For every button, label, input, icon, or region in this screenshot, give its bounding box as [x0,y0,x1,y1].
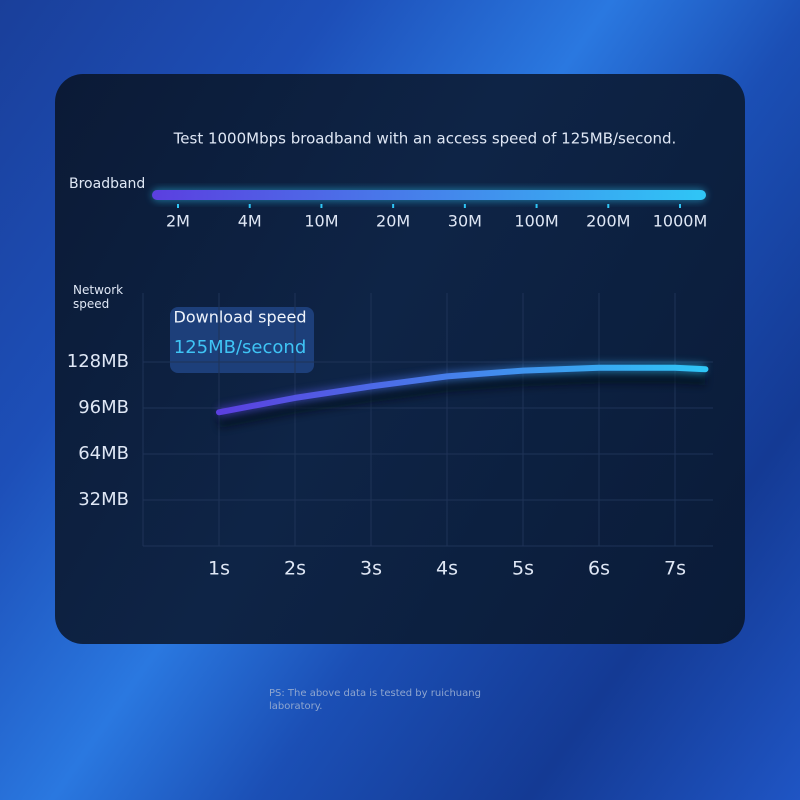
broadband-tick-label: 100M [514,212,558,231]
annotation-value: 125MB/second [174,337,307,358]
y-tick-label: 32MB [78,489,129,510]
line [216,364,709,416]
title: Test 1000Mbps broadband with an access s… [173,130,677,148]
annotation-title: Download speed [174,308,307,327]
broadband-tick-label: 30M [448,212,482,231]
broadband-tick-label: 4M [238,212,262,231]
broadband-tick-label: 1000M [653,212,708,231]
broadband-tick-label: 2M [166,212,190,231]
broadband-tick-label: 200M [586,212,630,231]
y-tick-label: 128MB [67,351,129,372]
x-tick-label: 4s [436,558,458,580]
broadband-label: Broadband [69,176,145,192]
x-tick-label: 1s [208,558,230,580]
x-tick-label: 2s [284,558,306,580]
broadband-tick-label: 10M [304,212,338,231]
broadband-bar [152,190,706,200]
x-tick-label: 7s [664,558,686,580]
x-tick-label: 6s [588,558,610,580]
y-tick-label: 64MB [78,443,129,464]
line-shadow [217,371,706,429]
broadband-tick-label: 20M [376,212,410,231]
x-tick-label: 3s [360,558,382,580]
x-tick-label: 5s [512,558,534,580]
y-axis-label: Network speed [73,283,124,311]
y-tick-label: 96MB [78,397,129,418]
footnote: PS: The above data is tested by ruichuan… [269,688,481,712]
